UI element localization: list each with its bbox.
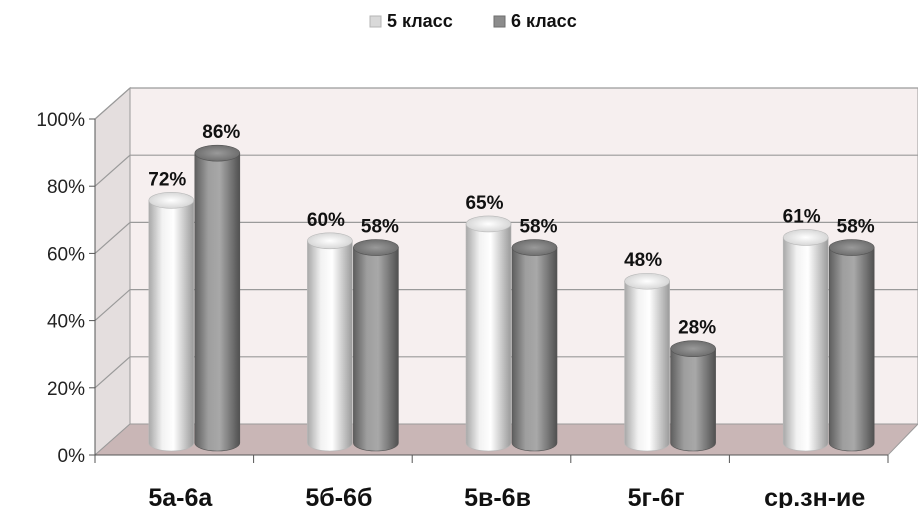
data-label: 65% bbox=[465, 193, 503, 214]
data-labels: 72% 86% 60% 58% 65% 58% 48% 28% 61% 58% bbox=[148, 122, 875, 338]
data-label: 58% bbox=[519, 217, 557, 238]
data-label: 60% bbox=[307, 210, 345, 231]
bar-series-5-klass bbox=[624, 272, 670, 452]
data-label: 58% bbox=[361, 217, 399, 238]
bar-series-6-klass bbox=[828, 239, 875, 452]
legend-label-6-klass: 6 класс bbox=[511, 11, 577, 31]
legend: 5 класс 6 класс bbox=[369, 11, 577, 31]
data-label: 72% bbox=[148, 169, 186, 190]
data-label: 58% bbox=[837, 217, 875, 238]
data-label: 28% bbox=[678, 318, 716, 339]
bar-body bbox=[624, 280, 670, 452]
bar-series-5-klass bbox=[307, 232, 353, 452]
bar-top bbox=[353, 239, 399, 256]
gridline-side bbox=[94, 356, 131, 389]
bar-series-6-klass bbox=[353, 239, 399, 452]
gridline-side bbox=[94, 289, 131, 322]
legend-swatch-5-klass bbox=[369, 15, 382, 28]
bar-body bbox=[307, 240, 353, 452]
gridline-side bbox=[94, 154, 131, 187]
bar-body bbox=[148, 200, 195, 452]
y-tick-label: 100% bbox=[36, 110, 85, 131]
x-tick-label: 5а-6а bbox=[148, 484, 213, 508]
x-tick-label: 5в-6в bbox=[464, 484, 531, 508]
bar-top bbox=[511, 239, 558, 256]
y-axis: 0% 20% 40% 60% 80% 100% bbox=[36, 110, 96, 467]
bar-body bbox=[670, 348, 716, 452]
data-label: 48% bbox=[624, 250, 662, 271]
x-tick-label: ср.зн-ие bbox=[764, 484, 865, 508]
bar-top bbox=[624, 272, 670, 290]
bar-body bbox=[465, 223, 512, 452]
data-label: 61% bbox=[783, 206, 821, 227]
bar-top bbox=[828, 239, 875, 256]
bar-top bbox=[194, 144, 241, 162]
bar-top bbox=[307, 232, 353, 250]
bar-series-6-klass bbox=[194, 144, 241, 452]
bar-top bbox=[670, 340, 716, 357]
chart-side-wall bbox=[94, 86, 131, 457]
y-tick-label: 80% bbox=[47, 177, 85, 198]
legend-swatch-6-klass bbox=[493, 15, 506, 28]
bar-body bbox=[511, 247, 558, 452]
bar-top bbox=[148, 192, 195, 209]
y-tick-label: 0% bbox=[58, 446, 86, 467]
x-tick-label: 5б-6б bbox=[305, 484, 372, 508]
x-tick-label: 5г-6г bbox=[628, 484, 685, 508]
data-label: 86% bbox=[202, 122, 240, 143]
bar-series-5-klass bbox=[782, 229, 829, 452]
bar-top bbox=[465, 215, 512, 233]
bar-body bbox=[353, 247, 399, 452]
bars bbox=[148, 144, 875, 452]
bar-series-6-klass bbox=[670, 340, 716, 452]
bar-top bbox=[782, 229, 829, 246]
bar-body bbox=[828, 247, 875, 452]
bar-body bbox=[782, 237, 829, 452]
legend-label-5-klass: 5 класс bbox=[387, 11, 453, 31]
gridline-side bbox=[94, 221, 131, 254]
bar-body bbox=[194, 152, 241, 452]
y-tick-label: 60% bbox=[47, 244, 85, 265]
bar-series-6-klass bbox=[511, 239, 558, 452]
bar-series-5-klass bbox=[465, 215, 512, 452]
y-tick-label: 20% bbox=[47, 379, 85, 400]
bar-series-5-klass bbox=[148, 192, 195, 452]
gridline-side bbox=[94, 87, 131, 120]
x-axis: 5а-6а 5б-6б 5в-6в 5г-6г ср.зн-ие bbox=[94, 454, 889, 508]
y-tick-label: 40% bbox=[47, 312, 85, 333]
